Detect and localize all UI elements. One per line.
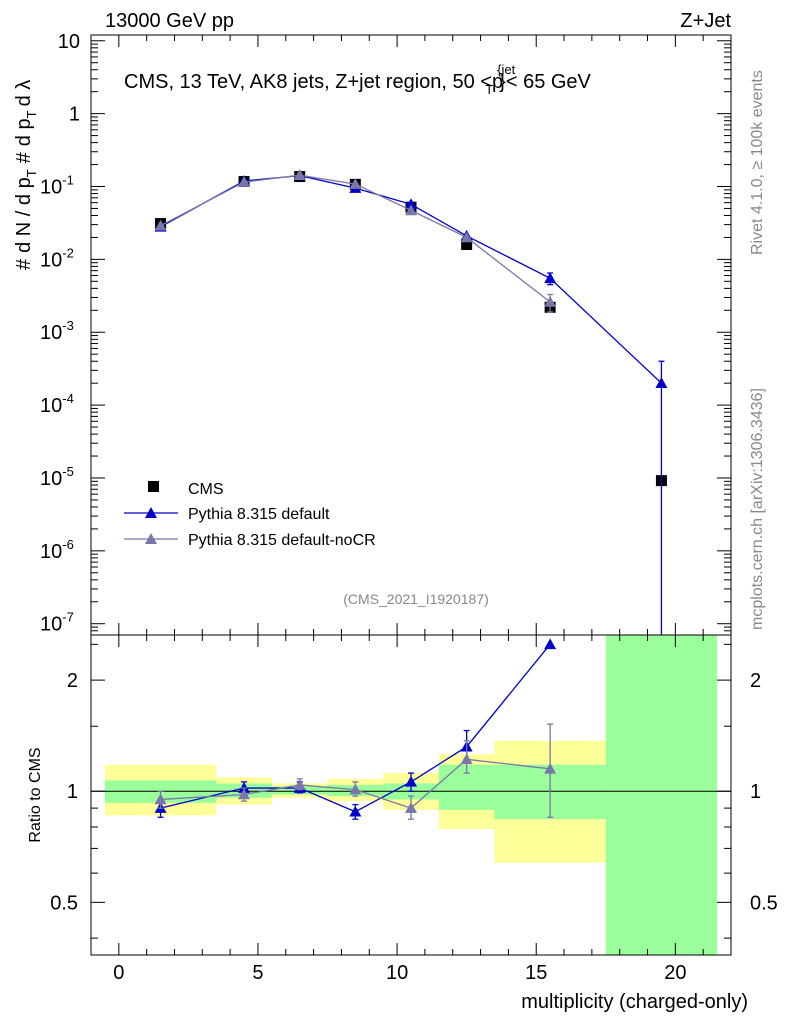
x-tick-label: 0 <box>113 962 124 984</box>
legend-nocr-marker <box>145 533 157 544</box>
main-y-tick-label: 10-6 <box>40 537 74 563</box>
pythia-nocr-point <box>154 219 167 231</box>
ratio-band-inner <box>605 635 718 955</box>
ratio-nocr-point <box>405 802 417 813</box>
main-y-label-text: #d N / d pT#d pTd λ <box>13 80 39 270</box>
main-y-tick-label: 10-5 <box>40 464 74 490</box>
ratio-panel <box>91 638 731 820</box>
main-panel-frame <box>90 34 732 636</box>
pythia-nocr-point <box>349 178 362 189</box>
rivet-version-label: Rivet 4.1.0, ≥ 100k events <box>749 70 766 255</box>
pythia-default-point <box>655 377 668 388</box>
legend-default-marker <box>145 507 157 518</box>
analysis-id-label: (CMS_2021_I1920187) <box>343 591 489 607</box>
pythia-nocr-point <box>544 296 557 307</box>
ratio-panel-frame <box>90 634 732 956</box>
legend: CMS Pythia 8.315 default Pythia 8.315 de… <box>124 481 376 549</box>
pythia-default-line <box>160 174 662 384</box>
main-y-axis-label: #d N / d pT#d pTd λ <box>13 80 39 270</box>
main-y-tick-label: 10-7 <box>40 610 74 636</box>
main-panel <box>154 169 668 635</box>
x-tick-label: 20 <box>664 962 686 984</box>
ratio-nocr-point <box>154 793 167 805</box>
x-tick-label: 10 <box>386 962 408 984</box>
ratio-y-tick-label: 2 <box>67 670 78 692</box>
ratio-y-axis-label: Ratio to CMS <box>27 747 44 842</box>
ratio-default-point <box>544 638 557 650</box>
pythia-default-point <box>544 272 557 284</box>
ratio-y-tick-label: 0.5 <box>50 892 78 914</box>
x-tick-label: 15 <box>525 962 547 984</box>
ratio-nocr-point <box>460 753 473 765</box>
main-y-tick-label: 10-3 <box>40 318 74 344</box>
header-right: Z+Jet <box>680 10 731 32</box>
x-tick-label: 5 <box>252 962 263 984</box>
ratio-nocr-point <box>293 778 306 790</box>
ratio-nocr-point <box>238 788 251 800</box>
legend-default-label: Pythia 8.315 default <box>188 506 330 523</box>
pythia-default-point <box>405 198 417 210</box>
pythia-nocr-point <box>460 231 473 243</box>
x-axis-label: multiplicity (charged-only) <box>521 991 748 1013</box>
main-y-tick-label: 10 <box>58 31 80 53</box>
ratio-nocr-point <box>349 783 362 795</box>
ratio-uncertainty-bands <box>104 635 718 955</box>
main-y-tick-label: 10-2 <box>40 245 74 271</box>
cms-data-point <box>461 238 473 250</box>
ratio-y-tick-label-right: 1 <box>750 781 761 803</box>
mcplots-credit-label: mcplots.cern.ch [arXiv:1306.3436] <box>749 388 766 630</box>
pythia-nocr-point <box>293 169 306 180</box>
ratio-nocr-point <box>544 762 557 774</box>
ratio-y-tick-label: 1 <box>67 781 78 803</box>
ratio-default-point <box>405 775 417 787</box>
header-left: 13000 GeV pp <box>105 10 234 32</box>
main-y-tick-label: 10-1 <box>40 173 74 199</box>
legend-cms-marker <box>148 481 159 492</box>
axes: 0 5 10 15 20 10 1 10-1 10-2 10-3 10-4 10-5 10-6 10-7 0… <box>40 31 778 984</box>
pythia-nocr-point <box>405 204 417 216</box>
pythia-nocr-point <box>238 176 251 187</box>
ratio-y-tick-label-right: 0.5 <box>750 892 778 914</box>
ratio-y-tick-label-right: 2 <box>750 670 761 692</box>
main-y-tick-label: 10-4 <box>40 391 74 417</box>
main-y-tick-label: 1 <box>69 104 80 126</box>
ratio-default-point <box>349 805 362 817</box>
legend-nocr-label: Pythia 8.315 default-noCR <box>188 532 376 549</box>
legend-cms-label: CMS <box>188 481 224 498</box>
plot-title: CMS, 13 TeV, AK8 jets, Z+jet region, 50 … <box>124 62 592 97</box>
